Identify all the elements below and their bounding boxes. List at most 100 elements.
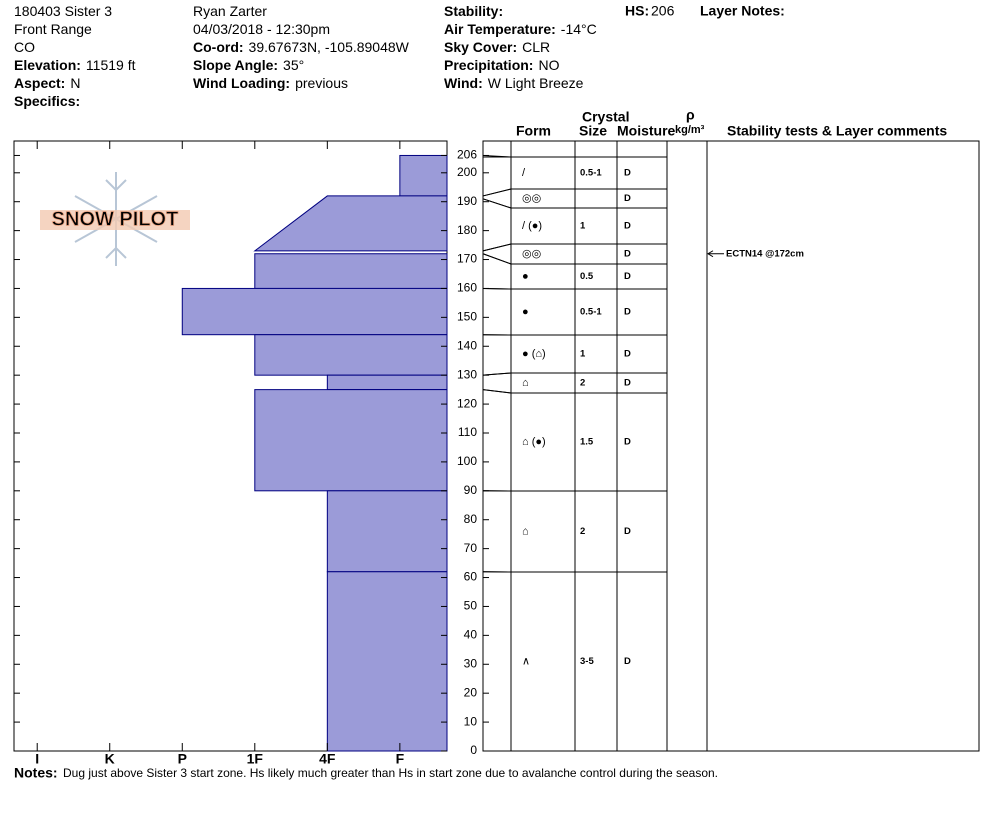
field-label: Elevation: xyxy=(14,57,81,73)
header-field: Co-ord: 39.67673N, -105.89048W xyxy=(193,39,410,55)
moisture: D xyxy=(624,271,631,282)
col-header: kg/m³ xyxy=(675,124,705,136)
field-label: Co-ord: xyxy=(193,39,244,55)
hardness-layer xyxy=(254,253,448,289)
col-header: ρ xyxy=(686,107,695,123)
field-label: Precipitation: xyxy=(444,57,533,73)
test-arrow-head xyxy=(707,250,714,258)
moisture: D xyxy=(624,349,631,360)
crystal-size: 1 xyxy=(580,221,586,232)
col-header: Moisture xyxy=(617,123,676,139)
field-value: CLR xyxy=(522,39,550,55)
header-field: Precipitation: NO xyxy=(444,57,560,73)
height-tick-label: 100 xyxy=(457,454,477,468)
layer-notes-label: Layer Notes: xyxy=(700,3,785,19)
crystal-form: ◎◎ xyxy=(522,248,541,260)
hardness-tick-label: P xyxy=(178,751,187,767)
header-field: 04/03/2018 - 12:30pm xyxy=(193,21,330,37)
field-label: Sky Cover: xyxy=(444,39,517,55)
col-header: Stability tests & Layer comments xyxy=(727,123,947,139)
crystal-form: / xyxy=(522,167,526,179)
layer-connector xyxy=(482,287,512,290)
layer-connector xyxy=(482,188,512,197)
hardness-tick-label: I xyxy=(35,751,39,767)
height-tick-label: 30 xyxy=(464,656,478,670)
height-tick-label: 0 xyxy=(470,743,477,757)
hardness-layer xyxy=(254,389,448,492)
height-tick-label: 90 xyxy=(464,483,478,497)
hardness-layer xyxy=(399,154,448,197)
header-field: Elevation: 11519 ft xyxy=(14,57,136,73)
header-field: Stability: xyxy=(444,3,503,19)
moisture: D xyxy=(624,221,631,232)
height-tick-label: 150 xyxy=(457,310,477,324)
field-value: 04/03/2018 - 12:30pm xyxy=(193,21,330,37)
header-field: Air Temperature: -14°C xyxy=(444,21,597,37)
notes-label: Notes: xyxy=(14,765,58,781)
logo-text: SNOW PILOT xyxy=(52,208,179,230)
crystal-size: 0.5-1 xyxy=(580,307,602,318)
col-header: Crystal xyxy=(582,109,629,125)
field-label: Stability: xyxy=(444,3,503,19)
header-field: Ryan Zarter xyxy=(193,3,267,19)
height-tick-label: 20 xyxy=(464,685,478,699)
hs-label: HS: xyxy=(625,3,649,19)
height-tick-label: 160 xyxy=(457,281,477,295)
height-tick-label: 50 xyxy=(464,599,478,613)
field-value: 180403 Sister 3 xyxy=(14,3,112,19)
field-label: Specifics: xyxy=(14,93,80,109)
layer-connector xyxy=(482,243,512,252)
header-field: CO xyxy=(14,39,35,55)
height-tick-label: 10 xyxy=(464,714,478,728)
crystal-form: ⌂ (●) xyxy=(522,436,546,448)
moisture: D xyxy=(624,378,631,389)
moisture: D xyxy=(624,249,631,260)
hardness-layer xyxy=(254,334,448,376)
hardness-layer xyxy=(326,490,448,573)
crystal-size: 2 xyxy=(580,526,585,537)
hardness-layer xyxy=(326,374,448,391)
crystal-form: ⌂ xyxy=(522,377,529,389)
crystal-form: ◎◎ xyxy=(522,192,541,204)
height-tick-label: 180 xyxy=(457,223,477,237)
field-value: Ryan Zarter xyxy=(193,3,267,19)
header-field: Wind Loading: previous xyxy=(193,75,348,91)
hardness-layer xyxy=(253,195,448,252)
field-value: 39.67673N, -105.89048W xyxy=(249,39,410,55)
field-value: W Light Breeze xyxy=(488,75,584,91)
layer-connector xyxy=(482,372,512,376)
field-value: Front Range xyxy=(14,21,92,37)
crystal-form: ⌂ xyxy=(522,525,529,537)
field-label: Air Temperature: xyxy=(444,21,556,37)
header-field: Specifics: xyxy=(14,93,80,109)
layer-connector xyxy=(482,253,512,265)
height-tick-label: 170 xyxy=(457,252,477,266)
crystal-size: 0.5-1 xyxy=(580,168,602,179)
field-value: NO xyxy=(538,57,559,73)
field-value: -14°C xyxy=(561,21,597,37)
height-tick-label: 110 xyxy=(458,425,477,439)
moisture: D xyxy=(624,437,631,448)
crystal-form: ∧ xyxy=(522,655,530,667)
moisture: D xyxy=(624,526,631,537)
height-tick-label: 206 xyxy=(457,148,477,162)
hs-value: 206 xyxy=(651,3,675,19)
crystal-size: 1.5 xyxy=(580,437,594,448)
crystal-form: ● xyxy=(522,270,529,282)
field-label: Aspect: xyxy=(14,75,65,91)
stability-test: ECTN14 @172cm xyxy=(726,248,804,259)
header-field: Slope Angle: 35° xyxy=(193,57,304,73)
moisture: D xyxy=(624,168,631,179)
height-tick-label: 200 xyxy=(457,165,477,179)
field-label: Slope Angle: xyxy=(193,57,278,73)
crystal-size: 2 xyxy=(580,378,585,389)
hardness-tick-label: K xyxy=(105,751,115,767)
moisture: D xyxy=(624,656,631,667)
header-field: Aspect: N xyxy=(14,75,80,91)
height-tick-label: 130 xyxy=(457,367,477,381)
height-tick-label: 120 xyxy=(457,396,477,410)
notes-text: Dug just above Sister 3 start zone. Hs l… xyxy=(63,766,718,780)
crystal-size: 3-5 xyxy=(580,656,594,667)
